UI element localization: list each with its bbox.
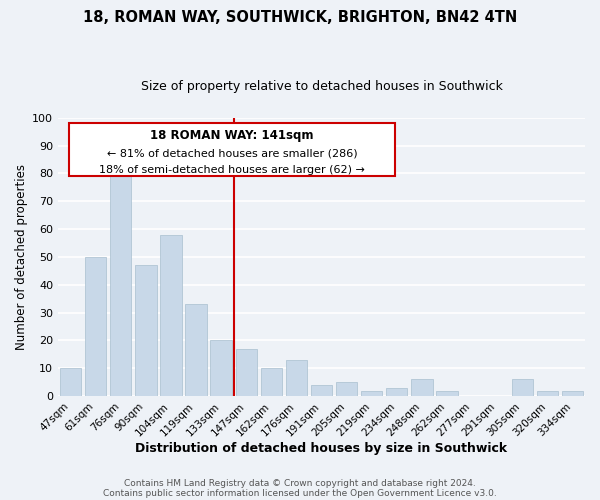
- Bar: [386, 388, 407, 396]
- Bar: [135, 266, 157, 396]
- Bar: [160, 234, 182, 396]
- Bar: [311, 385, 332, 396]
- Bar: [60, 368, 81, 396]
- Bar: [411, 380, 433, 396]
- Title: Size of property relative to detached houses in Southwick: Size of property relative to detached ho…: [140, 80, 502, 93]
- Bar: [211, 340, 232, 396]
- Bar: [110, 176, 131, 396]
- Bar: [85, 257, 106, 396]
- Text: 18, ROMAN WAY, SOUTHWICK, BRIGHTON, BN42 4TN: 18, ROMAN WAY, SOUTHWICK, BRIGHTON, BN42…: [83, 10, 517, 25]
- Bar: [512, 380, 533, 396]
- X-axis label: Distribution of detached houses by size in Southwick: Distribution of detached houses by size …: [136, 442, 508, 455]
- Text: 18 ROMAN WAY: 141sqm: 18 ROMAN WAY: 141sqm: [150, 129, 314, 142]
- Text: Contains public sector information licensed under the Open Government Licence v3: Contains public sector information licen…: [103, 488, 497, 498]
- Bar: [336, 382, 357, 396]
- Bar: [260, 368, 282, 396]
- Bar: [361, 390, 382, 396]
- Bar: [536, 390, 558, 396]
- Bar: [562, 390, 583, 396]
- Text: 18% of semi-detached houses are larger (62) →: 18% of semi-detached houses are larger (…: [99, 165, 365, 175]
- Y-axis label: Number of detached properties: Number of detached properties: [15, 164, 28, 350]
- Bar: [436, 390, 458, 396]
- Bar: [185, 304, 207, 396]
- Bar: [286, 360, 307, 396]
- FancyBboxPatch shape: [68, 124, 395, 176]
- Bar: [236, 349, 257, 396]
- Text: ← 81% of detached houses are smaller (286): ← 81% of detached houses are smaller (28…: [107, 148, 357, 158]
- Text: Contains HM Land Registry data © Crown copyright and database right 2024.: Contains HM Land Registry data © Crown c…: [124, 478, 476, 488]
